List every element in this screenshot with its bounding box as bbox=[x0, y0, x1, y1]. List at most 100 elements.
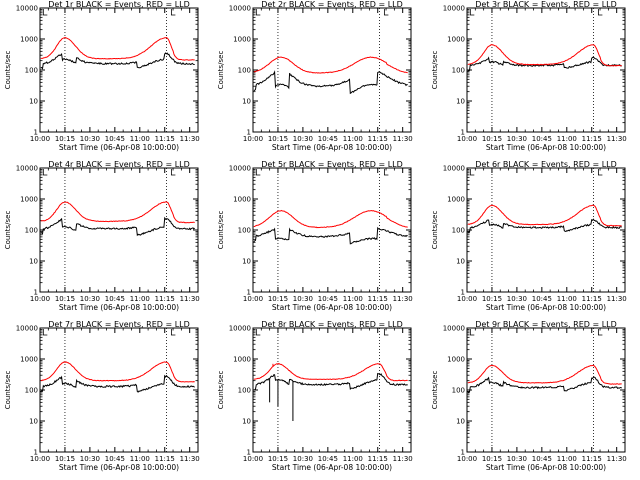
plot-frame bbox=[252, 7, 412, 133]
y-tick-label: 1000 bbox=[20, 196, 38, 204]
panel-title: Det 4r BLACK = Events, RED = LLD bbox=[48, 160, 190, 169]
events-series-line bbox=[253, 226, 408, 245]
detector-panel-5: Det 5r BLACK = Events, RED = LLD 1 10 100 10… bbox=[217, 160, 413, 312]
y-tick-label: 100 bbox=[452, 67, 465, 75]
x-tick-label: 10:00 bbox=[243, 135, 263, 143]
y-tick-label: 100 bbox=[25, 67, 38, 75]
panel-title: Det 2r BLACK = Events, RED = LLD bbox=[261, 0, 403, 9]
x-tick-label: 10:30 bbox=[507, 295, 527, 303]
x-tick-label: 10:00 bbox=[457, 135, 477, 143]
x-tick-label: 11:30 bbox=[607, 295, 627, 303]
x-tick-label: 10:15 bbox=[482, 295, 502, 303]
y-tick-label: 1 bbox=[461, 449, 465, 457]
x-tick-label: 10:30 bbox=[293, 295, 313, 303]
x-axis-label: Start Time (06-Apr-08 10:00:00) bbox=[486, 463, 606, 472]
x-axis-label: Start Time (06-Apr-08 10:00:00) bbox=[486, 303, 606, 312]
events-series-line bbox=[253, 372, 408, 391]
x-tick-label: 11:30 bbox=[393, 135, 413, 143]
x-axis-label: Start Time (06-Apr-08 10:00:00) bbox=[272, 303, 392, 312]
segment-marker bbox=[469, 329, 475, 336]
segment-marker bbox=[255, 329, 261, 336]
lld-series-line bbox=[467, 204, 622, 227]
events-series-line bbox=[467, 218, 622, 233]
detector-panel-8: Det 8r BLACK = Events, RED = LLD 1 10 100 10… bbox=[217, 320, 413, 472]
y-tick-label: 100 bbox=[25, 227, 38, 235]
y-tick-label: 1 bbox=[461, 289, 465, 297]
panel-title: Det 6r BLACK = Events, RED = LLD bbox=[475, 160, 617, 169]
y-tick-label: 1 bbox=[34, 289, 38, 297]
plot-frame bbox=[39, 327, 199, 453]
x-tick-label: 10:45 bbox=[105, 295, 125, 303]
lld-series-line bbox=[467, 44, 622, 67]
x-tick-label: 11:15 bbox=[155, 135, 175, 143]
x-axis-label: Start Time (06-Apr-08 10:00:00) bbox=[272, 143, 392, 152]
segment-marker bbox=[469, 9, 475, 16]
y-tick-label: 10 bbox=[29, 258, 38, 266]
x-tick-label: 11:15 bbox=[155, 295, 175, 303]
y-axis-label: Counts/sec bbox=[4, 211, 12, 250]
segment-marker bbox=[383, 329, 389, 336]
x-tick-label: 10:30 bbox=[507, 455, 527, 463]
y-tick-label: 10000 bbox=[16, 5, 38, 13]
events-series-line bbox=[467, 376, 622, 394]
x-tick-label: 11:30 bbox=[393, 295, 413, 303]
events-series-line bbox=[253, 70, 408, 95]
panel-title: Det 1r BLACK = Events, RED = LLD bbox=[48, 0, 190, 9]
lld-series-line bbox=[40, 36, 195, 61]
x-tick-label: 10:45 bbox=[532, 455, 552, 463]
x-axis-label: Start Time (06-Apr-08 10:00:00) bbox=[59, 463, 179, 472]
y-tick-label: 10000 bbox=[443, 325, 465, 333]
x-tick-label: 10:15 bbox=[268, 135, 288, 143]
x-tick-label: 11:00 bbox=[130, 135, 150, 143]
lld-series-line bbox=[40, 361, 195, 383]
x-tick-label: 11:30 bbox=[393, 455, 413, 463]
y-tick-label: 100 bbox=[238, 387, 251, 395]
x-tick-label: 11:15 bbox=[368, 455, 388, 463]
x-tick-label: 11:00 bbox=[130, 295, 150, 303]
x-tick-label: 10:45 bbox=[532, 295, 552, 303]
segment-marker bbox=[42, 9, 48, 16]
panel-title: Det 8r BLACK = Events, RED = LLD bbox=[261, 320, 403, 329]
y-tick-label: 1 bbox=[247, 449, 251, 457]
x-tick-label: 11:00 bbox=[557, 135, 577, 143]
y-axis-label: Counts/sec bbox=[431, 211, 439, 250]
y-tick-label: 10 bbox=[242, 98, 251, 106]
x-axis-label: Start Time (06-Apr-08 10:00:00) bbox=[59, 143, 179, 152]
x-tick-label: 11:30 bbox=[180, 135, 200, 143]
x-tick-label: 11:30 bbox=[607, 455, 627, 463]
plot-frame bbox=[39, 7, 199, 133]
x-tick-label: 11:30 bbox=[180, 455, 200, 463]
x-tick-label: 10:00 bbox=[30, 455, 50, 463]
x-tick-label: 10:45 bbox=[318, 135, 338, 143]
x-tick-label: 10:30 bbox=[80, 455, 100, 463]
x-tick-label: 10:30 bbox=[80, 295, 100, 303]
segment-marker bbox=[255, 169, 261, 176]
y-axis-label: Counts/sec bbox=[217, 371, 225, 410]
x-tick-label: 11:00 bbox=[557, 295, 577, 303]
segment-marker bbox=[42, 329, 48, 336]
y-axis-label: Counts/sec bbox=[217, 51, 225, 90]
y-tick-label: 1 bbox=[34, 449, 38, 457]
y-tick-label: 10000 bbox=[16, 325, 38, 333]
segment-marker bbox=[255, 9, 261, 16]
panel-title: Det 3r BLACK = Events, RED = LLD bbox=[475, 0, 617, 9]
segment-marker bbox=[597, 329, 603, 336]
lld-series-line bbox=[40, 201, 195, 224]
y-tick-label: 1000 bbox=[233, 196, 251, 204]
events-series-line bbox=[40, 374, 195, 393]
segment-marker bbox=[383, 169, 389, 176]
y-tick-label: 10 bbox=[29, 98, 38, 106]
y-tick-label: 1000 bbox=[233, 36, 251, 44]
x-tick-label: 10:00 bbox=[457, 455, 477, 463]
segment-marker bbox=[170, 169, 176, 176]
x-tick-label: 11:15 bbox=[368, 295, 388, 303]
x-tick-label: 10:15 bbox=[55, 455, 75, 463]
y-tick-label: 10 bbox=[456, 98, 465, 106]
x-tick-label: 10:30 bbox=[293, 135, 313, 143]
x-tick-label: 10:30 bbox=[507, 135, 527, 143]
y-tick-label: 100 bbox=[452, 227, 465, 235]
y-tick-label: 1000 bbox=[20, 356, 38, 364]
x-tick-label: 11:15 bbox=[582, 135, 602, 143]
y-axis-label: Counts/sec bbox=[431, 51, 439, 90]
